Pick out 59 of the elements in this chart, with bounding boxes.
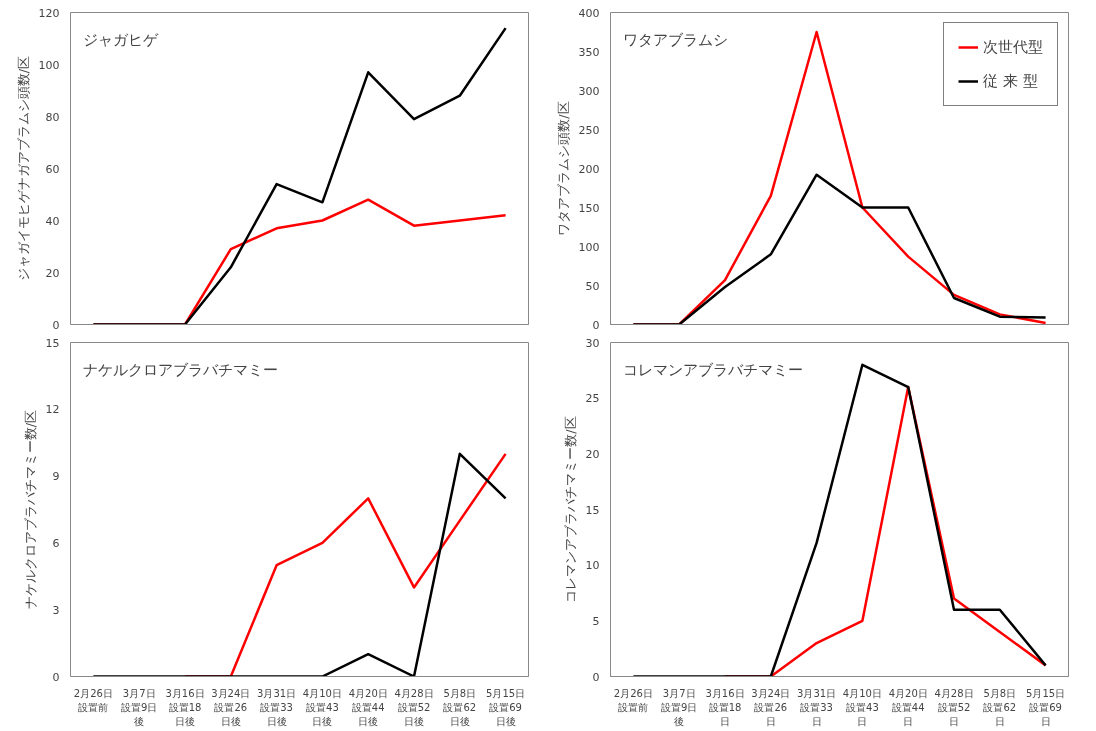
y-tick-label: 100	[38, 58, 60, 72]
legend-label: 従 来 型	[983, 71, 1038, 91]
y-axis-title: ナケルクロアブラバチマミー数/区	[22, 409, 38, 610]
y-tick-label: 400	[578, 6, 600, 20]
x-tick-label: 5月15日設置69日	[1026, 687, 1066, 728]
x-tick-label: 2月26日設置前	[613, 687, 653, 713]
y-tick-label: 0	[592, 670, 600, 684]
x-tick-label: 5月15日設置69日後	[486, 687, 526, 728]
x-tick-label: 4月10日設置43日	[842, 687, 882, 728]
y-tick-label: 5	[592, 614, 600, 628]
y-tick-label: 120	[38, 6, 60, 20]
y-tick-label: 0	[592, 318, 600, 332]
y-tick-label: 60	[45, 162, 60, 176]
x-tick-label: 5月8日設置62日後	[443, 687, 477, 728]
y-tick-label: 20	[45, 266, 60, 280]
y-tick-label: 50	[585, 279, 600, 293]
y-axis-title: コレマンアブラバチマミー数/区	[562, 416, 578, 603]
y-tick-label: 6	[52, 536, 60, 550]
y-tick-label: 300	[578, 84, 600, 98]
y-tick-label: 0	[52, 670, 60, 684]
legend-label: 次世代型	[983, 37, 1043, 57]
x-tick-label: 4月20日設置44日	[888, 687, 928, 728]
y-tick-label: 250	[578, 123, 600, 137]
y-tick-label: 150	[578, 201, 600, 215]
x-tick-label: 3月24日設置26日後	[211, 687, 251, 728]
text: ワタアブラムシ	[622, 30, 728, 49]
x-tick-label: 4月28日設置52日	[934, 687, 974, 728]
x-tick-label: 3月31日設置33日後	[257, 687, 297, 728]
y-tick-label: 15	[585, 503, 600, 517]
y-tick-label: 40	[45, 214, 60, 228]
text: ジャガヒゲ	[82, 30, 159, 49]
y-tick-label: 12	[45, 403, 60, 417]
y-tick-label: 200	[578, 162, 600, 176]
x-tick-label: 4月28日設置52日後	[394, 687, 434, 728]
x-tick-label: 3月16日設置18日後	[165, 687, 205, 728]
y-tick-label: 350	[578, 45, 600, 59]
y-tick-label: 15	[45, 336, 60, 350]
y-tick-label: 10	[585, 559, 600, 573]
text: コレマンアブラバチマミー	[622, 360, 803, 379]
x-tick-label: 3月7日設置9日後	[661, 687, 698, 728]
y-axis-title: ワタアブラムシ頭数/区	[555, 101, 571, 236]
x-tick-label: 3月24日設置26日	[751, 687, 791, 728]
x-tick-label: 3月7日設置9日後	[121, 687, 158, 728]
x-tick-label: 5月8日設置62日	[983, 687, 1017, 728]
x-tick-label: 2月26日設置前	[73, 687, 113, 713]
x-tick-label: 4月10日設置43日後	[302, 687, 342, 728]
y-tick-label: 0	[52, 318, 60, 332]
x-tick-label: 3月16日設置18日	[705, 687, 745, 728]
y-tick-label: 80	[45, 110, 60, 124]
y-tick-label: 9	[52, 470, 60, 484]
x-tick-label: 4月20日設置44日後	[348, 687, 388, 728]
y-axis-title: ジャガイモヒゲナガアブラムシ頭数/区	[15, 55, 31, 282]
y-tick-label: 30	[585, 336, 600, 350]
x-tick-label: 3月31日設置33日	[797, 687, 837, 728]
y-tick-label: 3	[52, 603, 60, 617]
y-tick-label: 25	[585, 392, 600, 406]
text: ナケルクロアブラバチマミー	[82, 360, 278, 379]
y-tick-label: 20	[585, 447, 600, 461]
y-tick-label: 100	[578, 240, 600, 254]
